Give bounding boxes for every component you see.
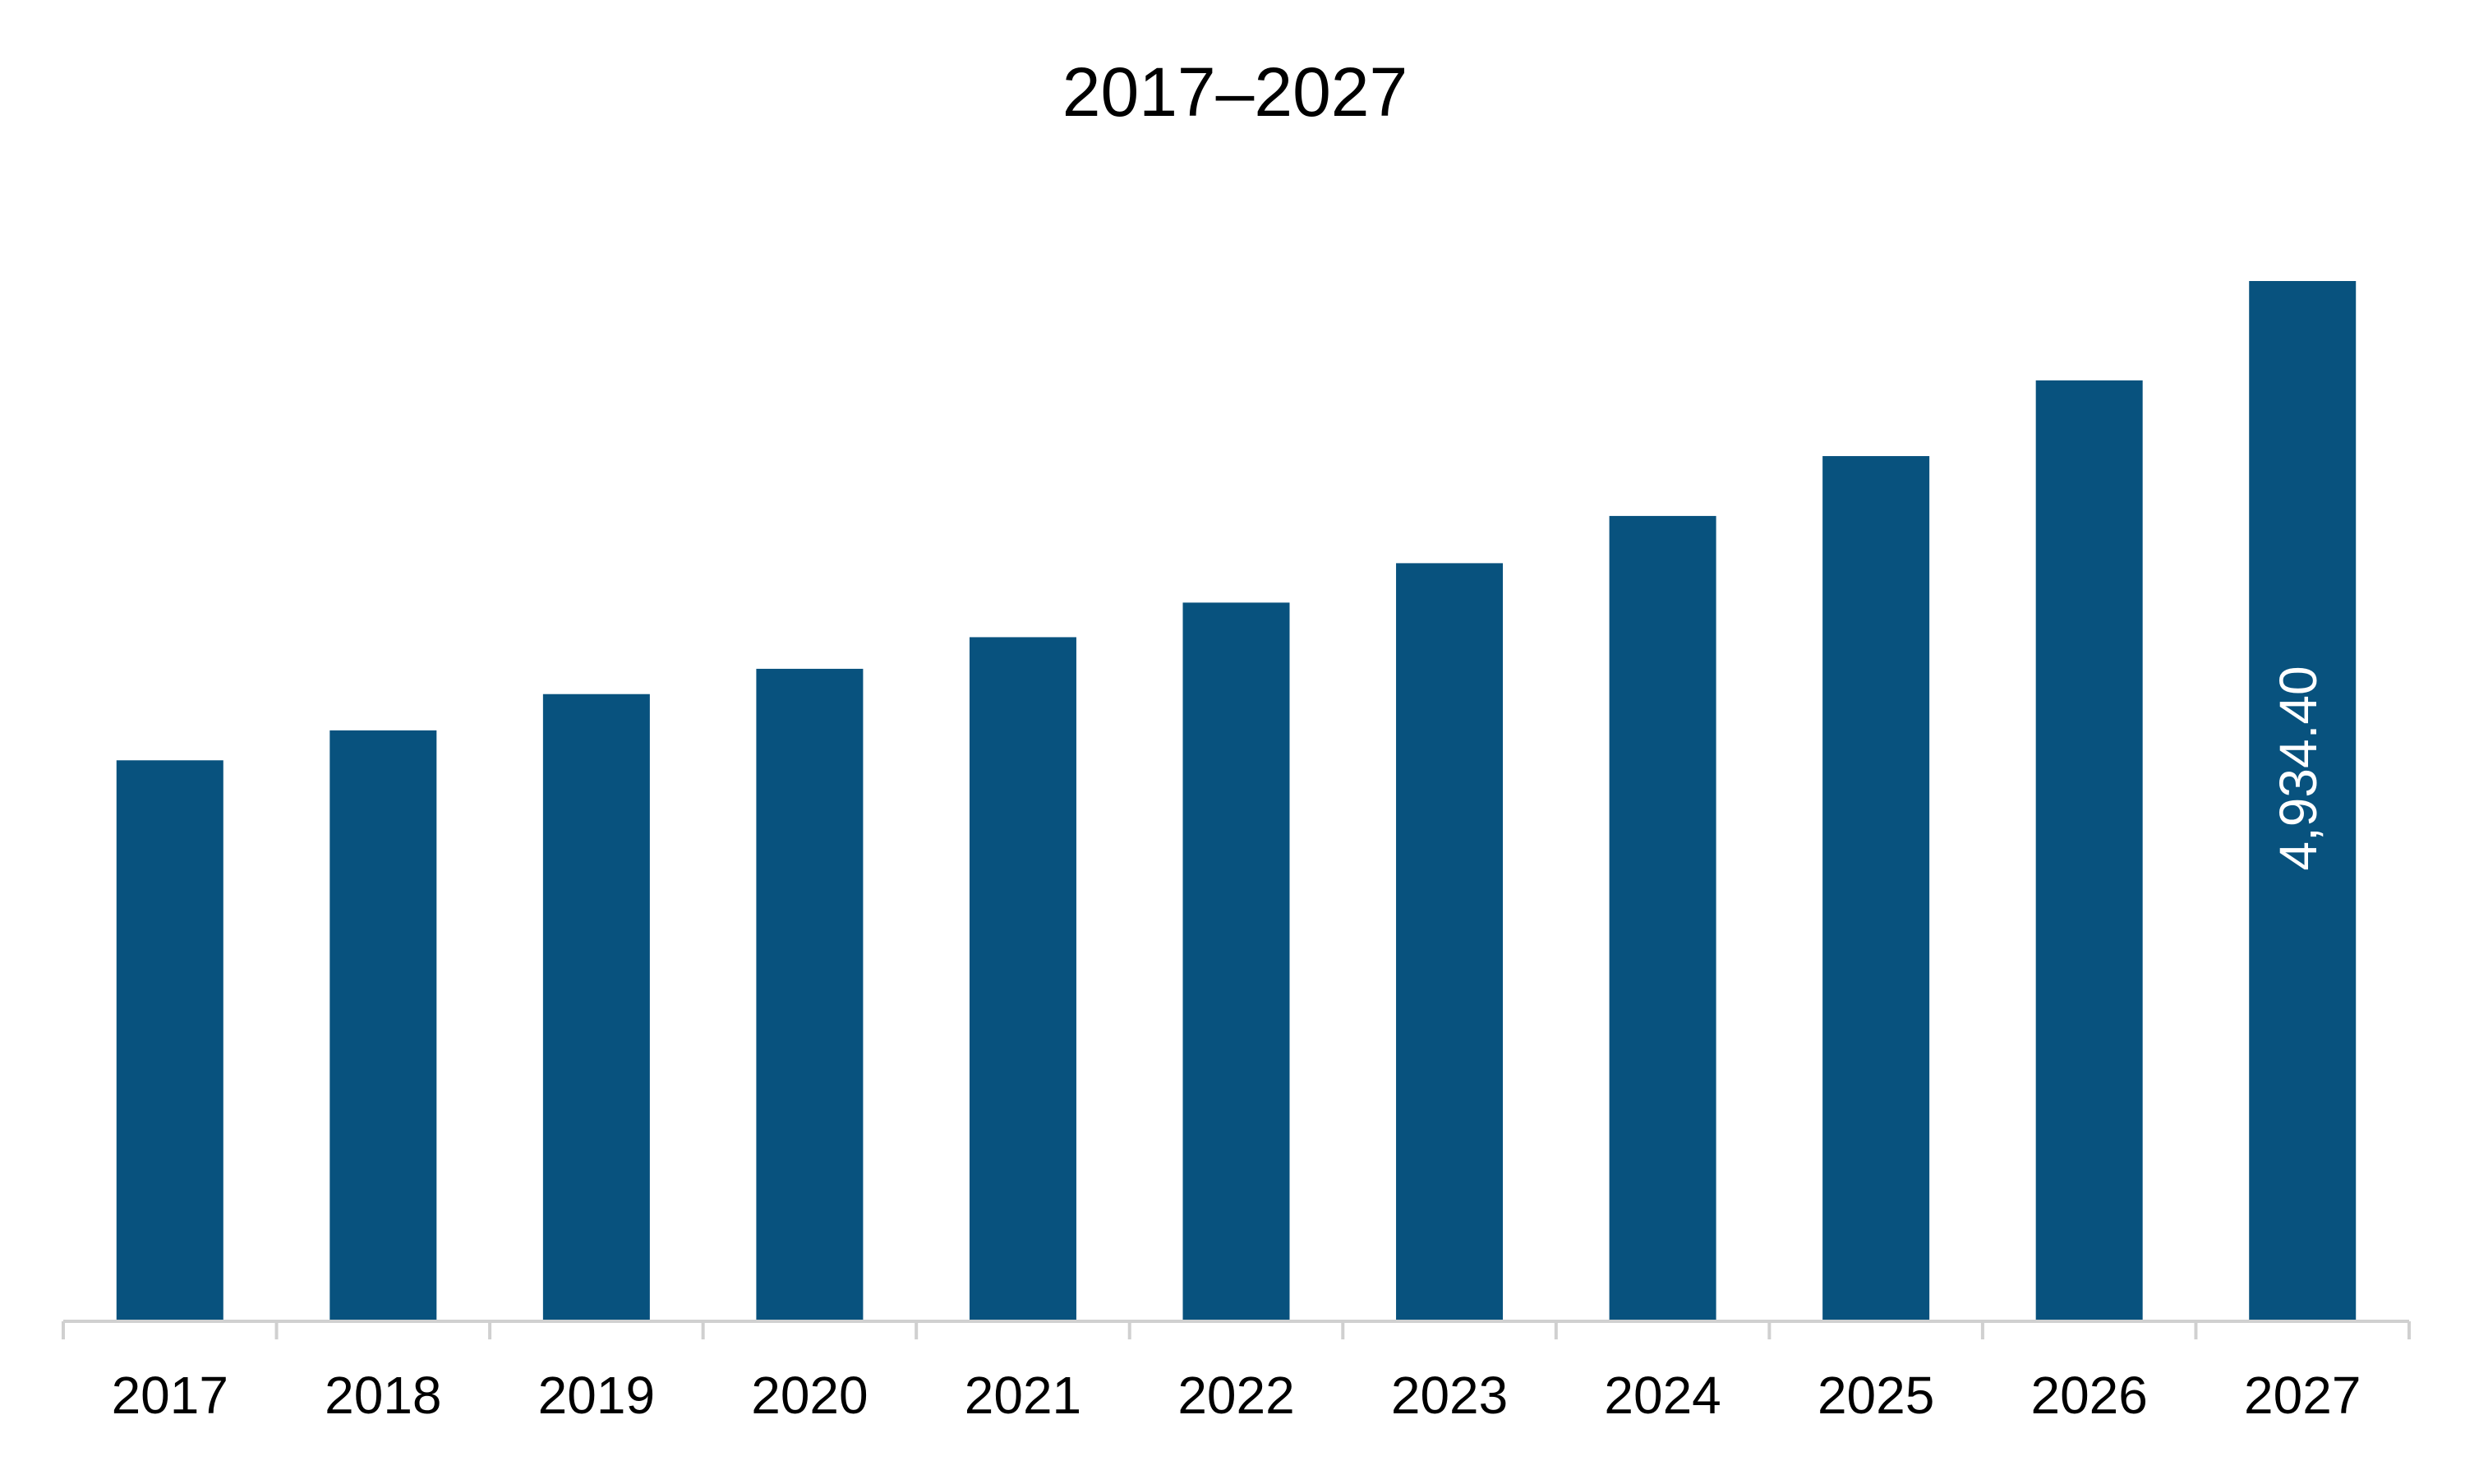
chart-title: 2017–2027 [1062,53,1408,131]
bar [116,760,223,1321]
x-tick-label: 2020 [751,1366,868,1425]
x-tick-label: 2026 [2030,1366,2147,1425]
bar [329,730,437,1321]
x-tick-label: 2027 [2244,1366,2361,1425]
x-tick-label: 2023 [1391,1366,1508,1425]
x-tick-label: 2025 [1818,1366,1934,1425]
bar [756,668,864,1321]
x-tick-label: 2022 [1177,1366,1294,1425]
bar [1609,515,1716,1321]
x-tick-label: 2021 [965,1366,1081,1425]
x-tick-label: 2019 [538,1366,655,1425]
data-label: 4,934.40 [2269,666,2328,870]
bar [2035,380,2143,1321]
bar [1396,563,1504,1321]
x-tick-label: 2018 [325,1366,441,1425]
bar [1182,602,1290,1321]
x-tick-label: 2017 [112,1366,228,1425]
x-tick-label: 2024 [1604,1366,1721,1425]
bar [1822,456,1930,1322]
bar [542,694,650,1321]
bar [969,637,1076,1321]
bar [2249,281,2357,1321]
